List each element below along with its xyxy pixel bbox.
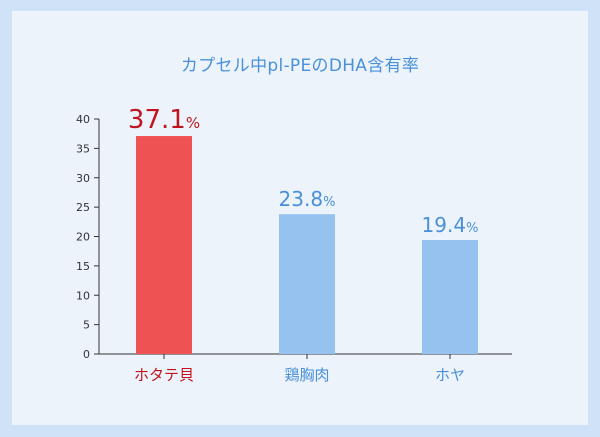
chart-title: カプセル中pl-PEのDHA含有率 <box>180 56 420 76</box>
y-tick-label: 25 <box>76 201 90 214</box>
x-tick-label: ホタテ貝 <box>134 366 194 384</box>
y-tick-label: 0 <box>83 348 90 361</box>
bar <box>279 214 335 354</box>
data-label: 37.1% <box>128 105 200 135</box>
bar-chart: 0 5 10 15 20 25 30 35 40 ホタテ貝 37.1% 鶏胸肉 23.8% ホヤ 19.4% <box>76 105 512 384</box>
y-tick-label: 35 <box>76 142 90 155</box>
bar <box>422 240 478 354</box>
data-label: 23.8% <box>279 187 336 211</box>
data-label: 19.4% <box>422 213 479 237</box>
x-tick-label: ホヤ <box>435 366 465 384</box>
y-tick-label: 30 <box>76 172 90 185</box>
chart-card: カプセル中pl-PEのDHA含有率 0 5 10 15 20 25 30 35 40 ホタテ貝 37… <box>12 11 588 425</box>
y-tick-label: 5 <box>83 319 90 332</box>
x-tick-label: 鶏胸肉 <box>284 366 329 384</box>
y-tick-label: 10 <box>76 289 90 302</box>
y-tick-label: 20 <box>76 231 90 244</box>
y-tick-label: 15 <box>76 260 90 273</box>
y-tick-label: 40 <box>76 113 90 126</box>
bar <box>136 136 192 354</box>
